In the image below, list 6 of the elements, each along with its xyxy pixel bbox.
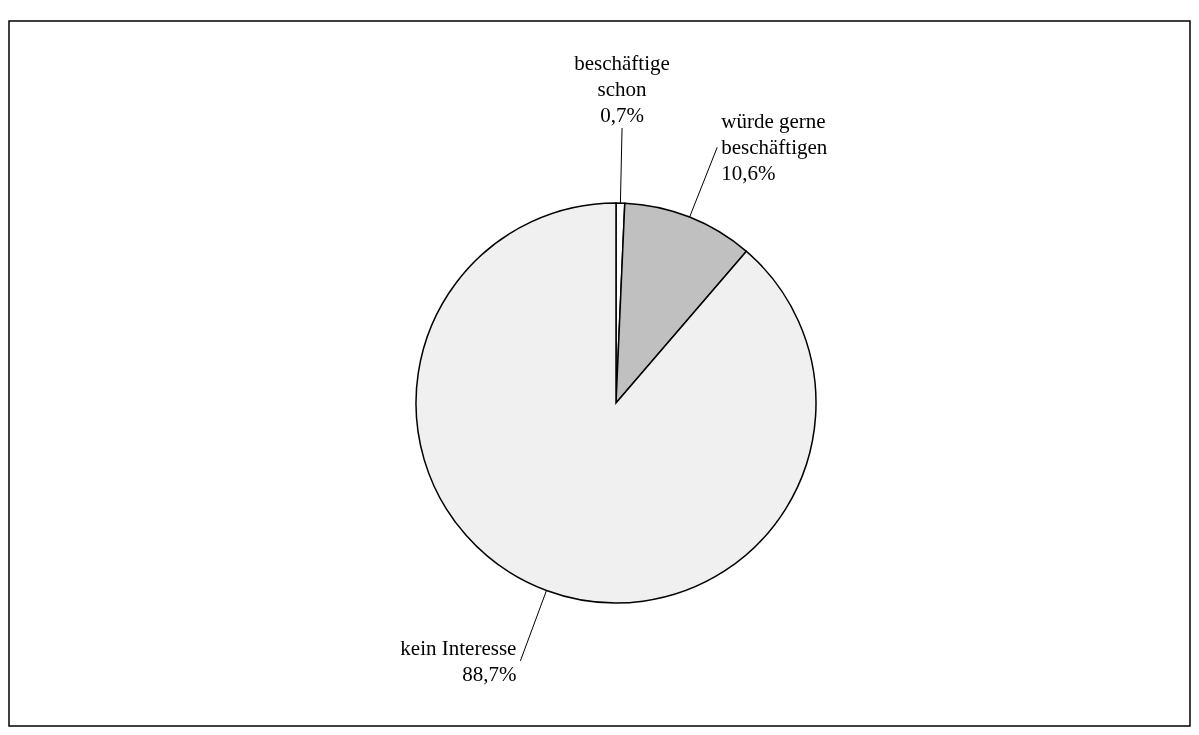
data-label: 10,6% xyxy=(721,161,776,186)
slice-label: kein Interesse xyxy=(400,635,517,660)
data-label: 88,7% xyxy=(462,661,517,686)
slice-label: würde gerne beschäftigen xyxy=(721,109,828,160)
slice-label: beschäftige schon xyxy=(574,51,670,102)
data-label: 0,7% xyxy=(600,103,644,128)
